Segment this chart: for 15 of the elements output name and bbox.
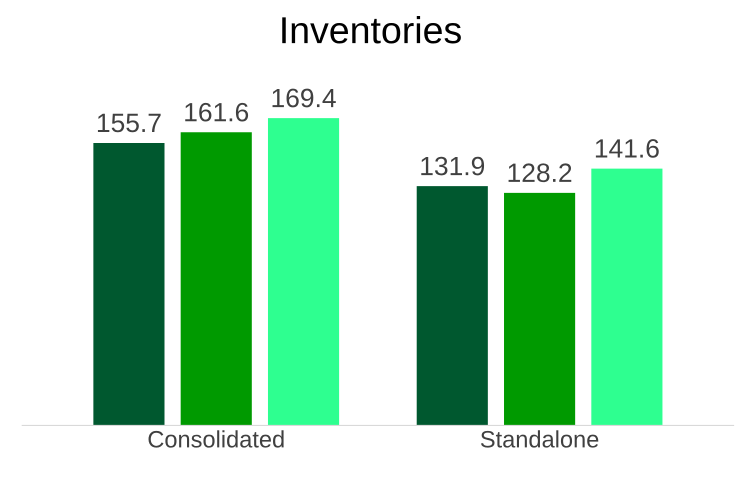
data-label: 161.6	[185, 102, 248, 122]
chart-title: Inventories	[282, 16, 461, 44]
x-tick-label: Standalone	[480, 430, 598, 448]
data-label: 141.6	[596, 139, 659, 158]
bar	[180, 132, 252, 426]
bar	[268, 118, 340, 426]
bar	[93, 142, 164, 426]
data-label: 128.2	[508, 163, 572, 182]
x-tick-label: Consolidated	[148, 430, 284, 448]
data-label: 169.4	[272, 88, 336, 108]
data-label: 131.9	[421, 156, 484, 176]
bar	[416, 186, 488, 426]
bar	[591, 168, 662, 426]
bar	[504, 192, 576, 426]
data-label: 155.7	[98, 114, 161, 132]
